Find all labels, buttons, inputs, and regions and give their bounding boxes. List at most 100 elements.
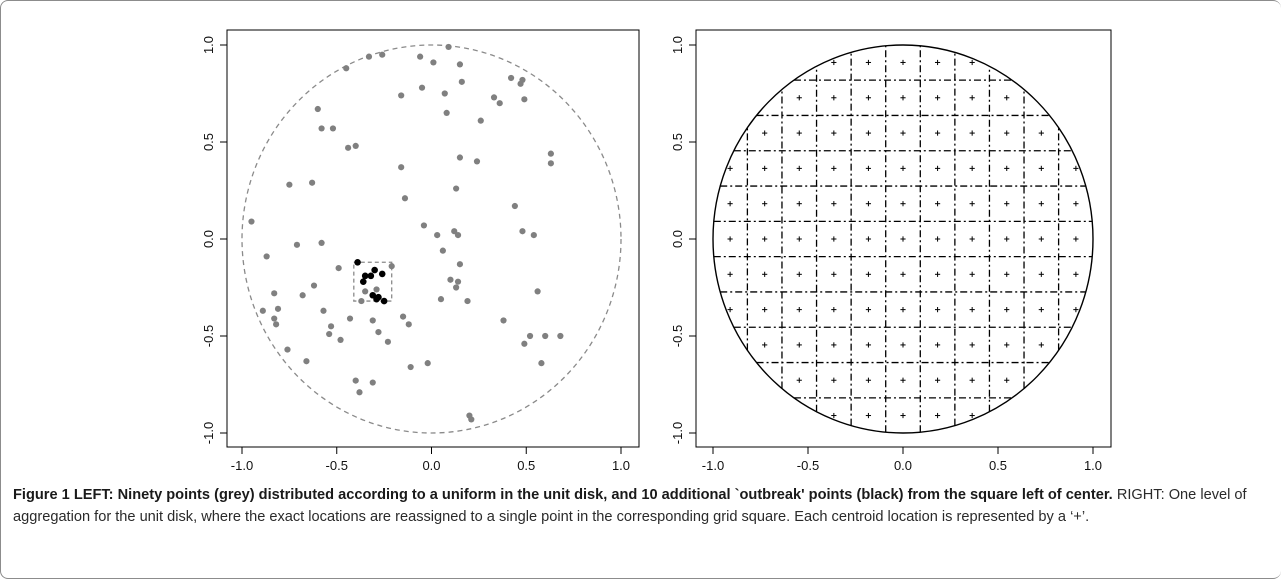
grey-point [310,282,318,289]
left-y-tick-label: 0.0 [201,230,216,248]
grey-point [458,78,465,85]
centroid-plus-marker [934,130,941,136]
grey-point [557,332,564,340]
grey-point [490,94,498,101]
grey-point [534,288,541,295]
centroid-plus-marker [865,271,872,277]
centroid-plus-marker [900,412,906,419]
centroid-plus-marker [1004,271,1010,277]
centroid-plus-marker [900,236,906,242]
grey-point [526,332,534,340]
caption-rest-text: RIGHT: One level of aggregation for the … [13,487,1247,525]
centroid-plus-marker [934,95,941,101]
outbreak-point [371,266,378,274]
centroid-plus-marker [900,271,906,277]
grey-point [424,360,431,367]
grey-point [456,154,464,161]
centroid-plus-marker [900,377,906,383]
grey-point [420,222,428,229]
centroid-plus-marker [865,377,872,383]
centroid-plus-marker [727,307,733,313]
grey-point [343,65,350,72]
centroid-plus-marker [831,342,837,348]
centroid-plus-marker [831,130,837,136]
centroid-plus-marker [969,342,975,348]
grey-point [441,90,448,97]
centroid-plus-marker [1073,271,1079,277]
centroid-plus-marker [934,271,941,277]
centroid-plus-marker [1004,95,1010,101]
grey-point [398,92,405,99]
outbreak-point [359,278,367,285]
grey-point [434,232,441,239]
left-y-tick-label: -1.0 [201,422,216,444]
figure-caption: Figure 1 LEFT: Ninety points (grey) dist… [13,485,1275,528]
grey-point [356,389,363,396]
grey-point [284,346,291,353]
centroid-plus-marker [934,236,941,242]
centroid-plus-marker [934,165,941,171]
grey-point [286,181,293,188]
centroid-plus-marker [796,165,802,171]
right-y-tick-label: -0.5 [670,325,685,347]
centroid-plus-marker [796,95,802,101]
grey-point [384,338,392,345]
grey-point [496,100,503,107]
grey-point [464,297,471,305]
centroid-plus-marker [865,59,872,66]
grey-point [405,321,412,328]
centroid-plus-marker [1038,130,1044,136]
right-unit-circle [712,44,1094,434]
outbreak-point [354,258,361,266]
centroid-plus-marker [1038,236,1044,242]
centroid-plus-marker [796,342,802,348]
grey-point [379,51,386,58]
centroid-plus-marker [1004,130,1010,136]
grey-point [299,292,306,299]
centroid-plus-marker [934,201,941,207]
grey-point [248,218,255,225]
grey-point [399,313,407,320]
grey-point [274,305,282,312]
grey-point [447,276,454,283]
grey-point [373,286,380,293]
grey-point [318,125,325,132]
centroid-plus-marker [1073,236,1079,242]
grey-point [500,317,507,324]
centroid-plus-marker [934,377,941,383]
centroid-plus-marker [865,130,872,136]
centroid-plus-marker [900,59,906,66]
centroid-plus-marker [762,236,768,242]
grey-point [335,265,342,272]
grey-point [329,125,337,132]
centroid-plus-marker [900,165,906,171]
centroid-plus-marker [865,165,872,171]
grey-point [542,332,549,340]
grey-point [293,241,301,248]
centroid-plus-marker [969,412,975,419]
grey-point [417,53,424,60]
grey-point [358,297,365,305]
centroid-plus-marker [1038,271,1044,277]
grey-point [352,377,359,384]
centroid-plus-marker [1004,342,1010,348]
grey-point [365,53,373,60]
centroid-plus-marker [1004,307,1010,313]
grey-point [439,247,446,254]
centroid-plus-marker [865,201,872,207]
centroid-plus-marker [900,201,906,207]
grey-point [303,358,310,365]
centroid-plus-marker [1004,236,1010,242]
right-y-tick-label: 1.0 [670,36,685,54]
left-plot-border [226,29,640,448]
centroid-plus-marker [796,271,802,277]
outbreak-point [375,293,382,301]
grey-point [273,321,280,328]
grey-point [443,109,450,116]
right-y-tick-label: -1.0 [670,422,685,444]
grey-point [519,76,526,84]
grey-point [398,164,405,171]
centroid-plus-marker [900,95,906,101]
centroid-plus-marker [865,412,872,419]
